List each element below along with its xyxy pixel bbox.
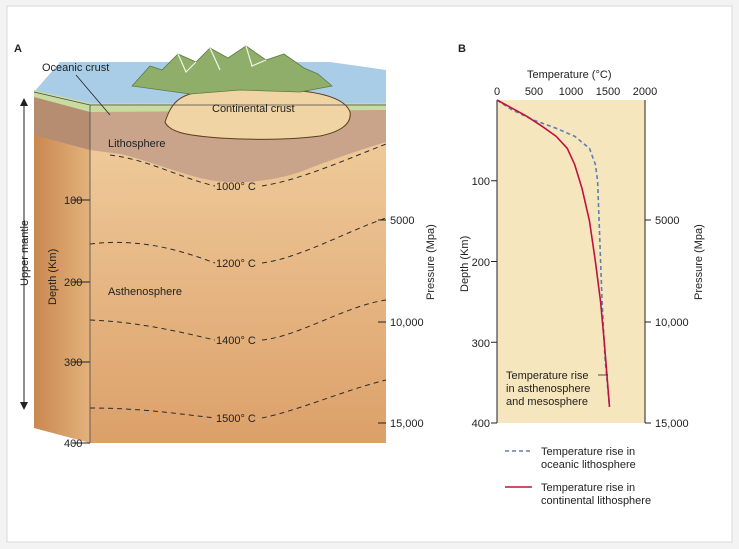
plot-background xyxy=(497,100,645,423)
depth-b-label-100: 100 xyxy=(472,176,490,188)
isotherm-1400 xyxy=(89,299,387,341)
isotherm-1500 xyxy=(89,379,387,419)
isotherm-1200 xyxy=(89,217,387,264)
oceanic-crust-leader xyxy=(75,74,111,116)
legend-oceanic-line-1: Temperature rise in xyxy=(541,446,635,458)
pressure-label-5000: 5000 xyxy=(390,215,414,227)
series-continental-line xyxy=(496,99,611,407)
annotation-line-2: in asthenosphere xyxy=(506,383,590,395)
temp-tick-label-1000: 1000 xyxy=(559,86,583,98)
isotherm-label-1400: 1400° C xyxy=(216,335,256,347)
upper-mantle-arrowhead-top xyxy=(20,98,28,106)
pressure-axis-title-b: Pressure (Mpa) xyxy=(693,224,705,300)
pressure-label-10000: 10,000 xyxy=(390,317,424,329)
upper-mantle-label: Upper mantle xyxy=(19,220,31,286)
isotherm-label-1000: 1000° C xyxy=(216,181,256,193)
isotherm-label-1500: 1500° C xyxy=(216,413,256,425)
depth-axis-title-b: Depth (Km) xyxy=(459,236,471,292)
legend-oceanic-line-2: oceanic lithosphere xyxy=(541,459,636,471)
snow-caps xyxy=(177,45,267,74)
panel-a-block-diagram: 1000° C 1200° C 1400° C 1500° C A Oceani… xyxy=(14,43,437,450)
upper-mantle-arrowhead-bottom xyxy=(20,402,28,410)
isotherm-1000 xyxy=(109,143,387,187)
legend-continental-line-1: Temperature rise in xyxy=(541,482,635,494)
pressure-b-label-15000: 15,000 xyxy=(655,418,689,430)
panel-a-letter: A xyxy=(14,43,22,55)
legend-continental-line-2: continental lithosphere xyxy=(541,495,651,507)
temp-tick-label-2000: 2000 xyxy=(633,86,657,98)
annotation-line-1: Temperature rise xyxy=(506,370,589,382)
depth-b-label-400: 400 xyxy=(472,418,490,430)
panel-b-letter: B xyxy=(458,43,466,55)
asthenosphere-label: Asthenosphere xyxy=(108,286,182,298)
temp-tick-label-500: 500 xyxy=(525,86,543,98)
isotherm-label-1200: 1200° C xyxy=(216,258,256,270)
lithosphere-label: Lithosphere xyxy=(108,138,166,150)
depth-label-400: 400 xyxy=(64,438,82,450)
depth-label-100: 100 xyxy=(64,195,82,207)
oceanic-crust-label: Oceanic crust xyxy=(42,62,109,74)
pressure-label-15000: 15,000 xyxy=(390,418,424,430)
annotation-line-3: and mesosphere xyxy=(506,396,588,408)
pressure-axis-title-a: Pressure (Mpa) xyxy=(425,224,437,300)
temperature-axis-title: Temperature (°C) xyxy=(527,69,611,81)
temp-tick-label-0: 0 xyxy=(494,86,500,98)
continental-crust-label: Continental crust xyxy=(212,103,295,115)
depth-b-label-200: 200 xyxy=(472,257,490,269)
depth-b-label-300: 300 xyxy=(472,338,490,350)
depth-axis-title-a: Depth (Km) xyxy=(47,249,59,305)
panel-b-chart: B Temperature (°C) 0 500 1000 1500 2000 … xyxy=(458,43,705,507)
pressure-b-label-5000: 5000 xyxy=(655,215,679,227)
depth-label-200: 200 xyxy=(64,277,82,289)
block-side-face xyxy=(34,92,90,443)
depth-label-300: 300 xyxy=(64,357,82,369)
pressure-b-label-10000: 10,000 xyxy=(655,317,689,329)
series-layer xyxy=(491,99,611,424)
temp-tick-label-1500: 1500 xyxy=(596,86,620,98)
